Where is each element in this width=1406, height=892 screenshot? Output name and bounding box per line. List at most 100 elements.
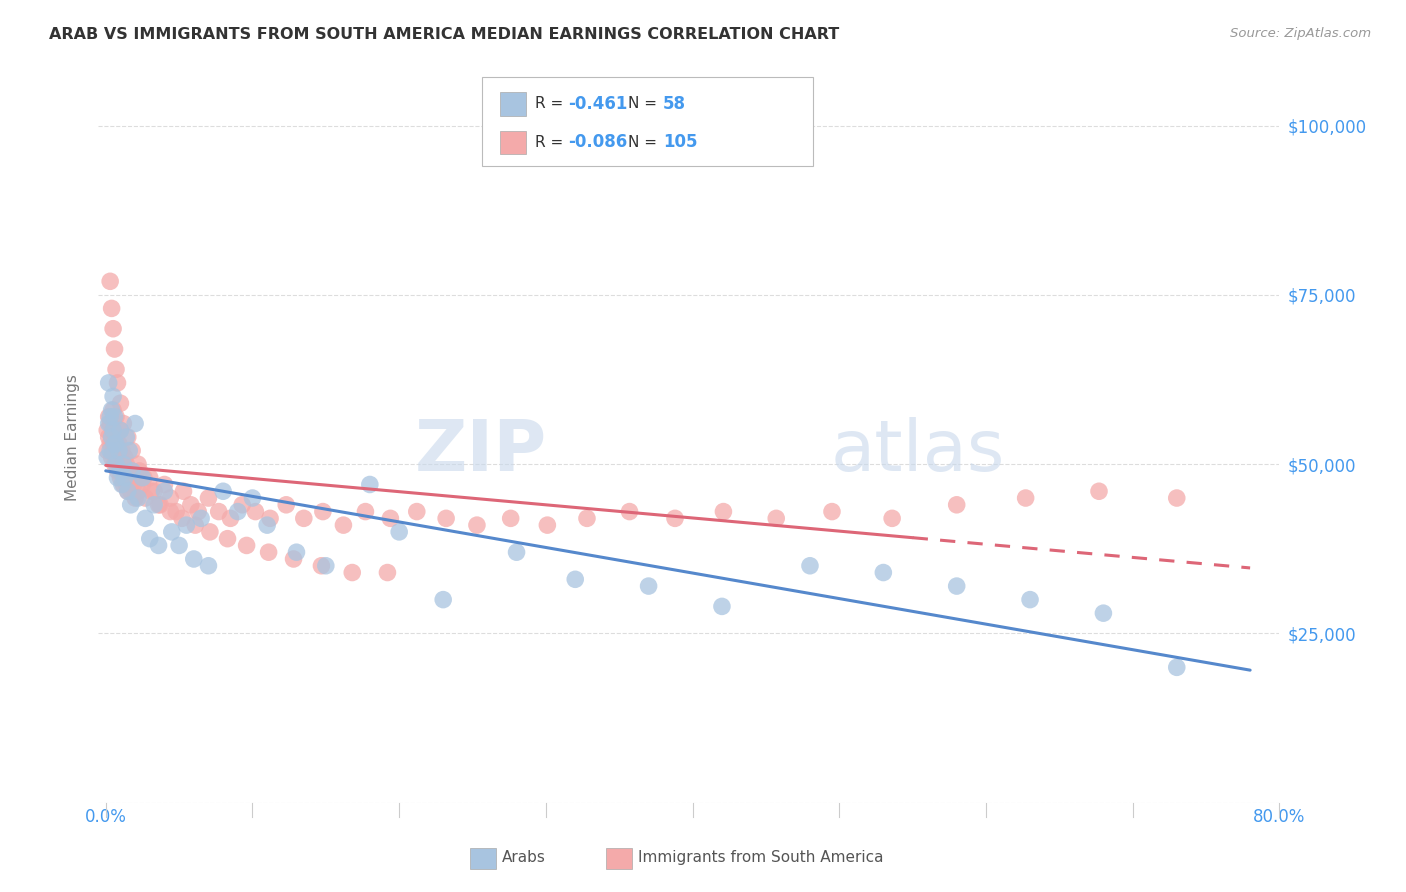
Point <box>388 524 411 539</box>
Point <box>110 423 132 437</box>
Point <box>117 430 139 444</box>
Point <box>115 430 138 444</box>
Point <box>226 505 249 519</box>
Point <box>101 403 124 417</box>
Point <box>98 443 121 458</box>
Point <box>143 498 166 512</box>
Point <box>311 558 333 573</box>
Text: atlas: atlas <box>831 417 1005 486</box>
Point <box>945 498 967 512</box>
Y-axis label: Median Earnings: Median Earnings <box>65 374 80 500</box>
Point <box>139 532 162 546</box>
Point <box>148 498 170 512</box>
Point <box>122 477 145 491</box>
Point <box>619 505 641 519</box>
Point <box>231 498 253 512</box>
Point <box>1088 484 1111 499</box>
Point <box>97 417 120 431</box>
Point <box>499 511 522 525</box>
Point <box>219 511 242 525</box>
Point <box>134 511 156 525</box>
Text: ZIP: ZIP <box>415 417 547 486</box>
Point <box>105 362 128 376</box>
Point <box>125 471 148 485</box>
Point <box>131 471 153 485</box>
FancyBboxPatch shape <box>482 78 813 167</box>
Point <box>101 443 124 458</box>
Point <box>108 437 131 451</box>
Point <box>359 477 381 491</box>
Point <box>121 443 143 458</box>
Point <box>821 505 844 519</box>
Point <box>110 471 132 485</box>
Point <box>176 518 198 533</box>
Point <box>128 464 150 478</box>
Point <box>187 505 209 519</box>
Point <box>100 403 122 417</box>
Point <box>285 545 308 559</box>
Point <box>242 491 264 505</box>
Point <box>342 566 364 580</box>
Point <box>103 437 125 451</box>
Point <box>882 511 904 525</box>
FancyBboxPatch shape <box>471 848 496 869</box>
Point <box>105 450 128 465</box>
Point <box>107 443 129 458</box>
Point <box>110 423 132 437</box>
Point <box>945 579 967 593</box>
Point <box>149 498 172 512</box>
Point <box>100 301 122 316</box>
Point <box>256 518 278 533</box>
Text: -0.086: -0.086 <box>568 133 627 152</box>
Point <box>575 511 598 525</box>
Point <box>637 579 659 593</box>
Text: R =: R = <box>536 135 568 150</box>
Point <box>354 505 377 519</box>
Point <box>103 457 125 471</box>
Point <box>124 491 146 505</box>
Point <box>121 464 143 478</box>
Point <box>98 274 121 288</box>
Point <box>432 592 454 607</box>
Point <box>98 409 121 424</box>
Point <box>121 464 143 478</box>
Point <box>259 511 281 525</box>
Point <box>197 491 219 505</box>
Text: N =: N = <box>627 135 661 150</box>
Point <box>108 443 131 458</box>
Point <box>139 471 162 485</box>
Point <box>100 450 122 465</box>
Point <box>114 471 136 485</box>
Point <box>380 511 402 525</box>
Point <box>1092 606 1115 620</box>
Point <box>212 484 235 499</box>
Point <box>97 376 120 390</box>
Point <box>153 477 176 491</box>
Point <box>120 498 142 512</box>
Point <box>1014 491 1036 505</box>
Point <box>465 518 488 533</box>
Point <box>101 389 124 403</box>
Point <box>101 423 124 437</box>
Point <box>131 477 153 491</box>
Point <box>97 409 120 424</box>
Text: 58: 58 <box>664 95 686 112</box>
Point <box>96 423 118 437</box>
Point <box>153 484 176 499</box>
Point <box>159 505 181 519</box>
Point <box>107 464 129 478</box>
Point <box>127 484 149 499</box>
Point <box>112 457 135 471</box>
Point <box>105 437 128 451</box>
Text: Arabs: Arabs <box>502 850 546 865</box>
Point <box>117 464 139 478</box>
Point <box>217 532 239 546</box>
FancyBboxPatch shape <box>501 92 526 115</box>
Point <box>315 558 337 573</box>
Point <box>165 505 187 519</box>
Point <box>134 491 156 505</box>
Point <box>710 599 733 614</box>
Text: 105: 105 <box>664 133 697 152</box>
Point <box>132 471 155 485</box>
Point <box>292 511 315 525</box>
